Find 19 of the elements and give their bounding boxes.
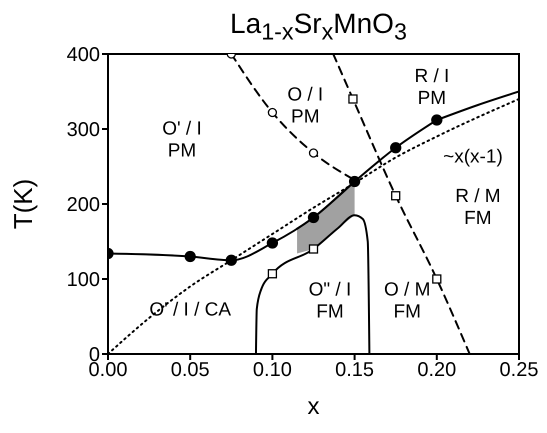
y-tick-label: 300 [66,119,100,142]
x-tick-label: 0.10 [252,359,292,382]
x-tick-label: 0.05 [170,359,210,382]
x-tick-label: 0.15 [335,359,374,382]
annotation: O / I PM [287,84,324,128]
annotation: R / I PM [414,66,450,109]
annotation: O / M FM [384,280,430,323]
y-tick-label: 200 [66,194,100,216]
y-axis-title: T(K) [8,178,38,230]
x-tick-label: 0.20 [417,359,456,382]
chart-title: La$_{1-x}$Sr$_{x}$MnO$_{3}$ [229,8,408,45]
annotation: ~x(x-1) [443,146,503,168]
annotation: O' / I PM [162,118,202,162]
x-axis-title: x [308,393,320,420]
annotation: O" / I FM [308,280,352,323]
y-tick-label: 100 [66,269,100,292]
annotation: R / M FM [455,186,501,229]
y-tick-label: 400 [66,44,100,66]
x-tick-label: 0.25 [500,359,538,382]
